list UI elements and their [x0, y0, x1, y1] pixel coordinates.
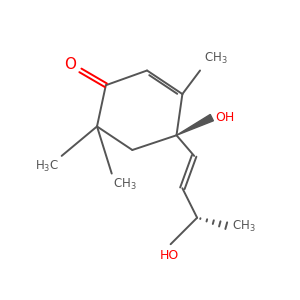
Text: H$_3$C: H$_3$C — [34, 159, 59, 174]
Text: OH: OH — [215, 111, 235, 124]
Polygon shape — [176, 115, 213, 135]
Text: CH$_3$: CH$_3$ — [205, 51, 228, 66]
Text: O: O — [64, 57, 76, 72]
Text: HO: HO — [160, 249, 179, 262]
Text: CH$_3$: CH$_3$ — [113, 176, 137, 192]
Text: CH$_3$: CH$_3$ — [232, 219, 256, 234]
